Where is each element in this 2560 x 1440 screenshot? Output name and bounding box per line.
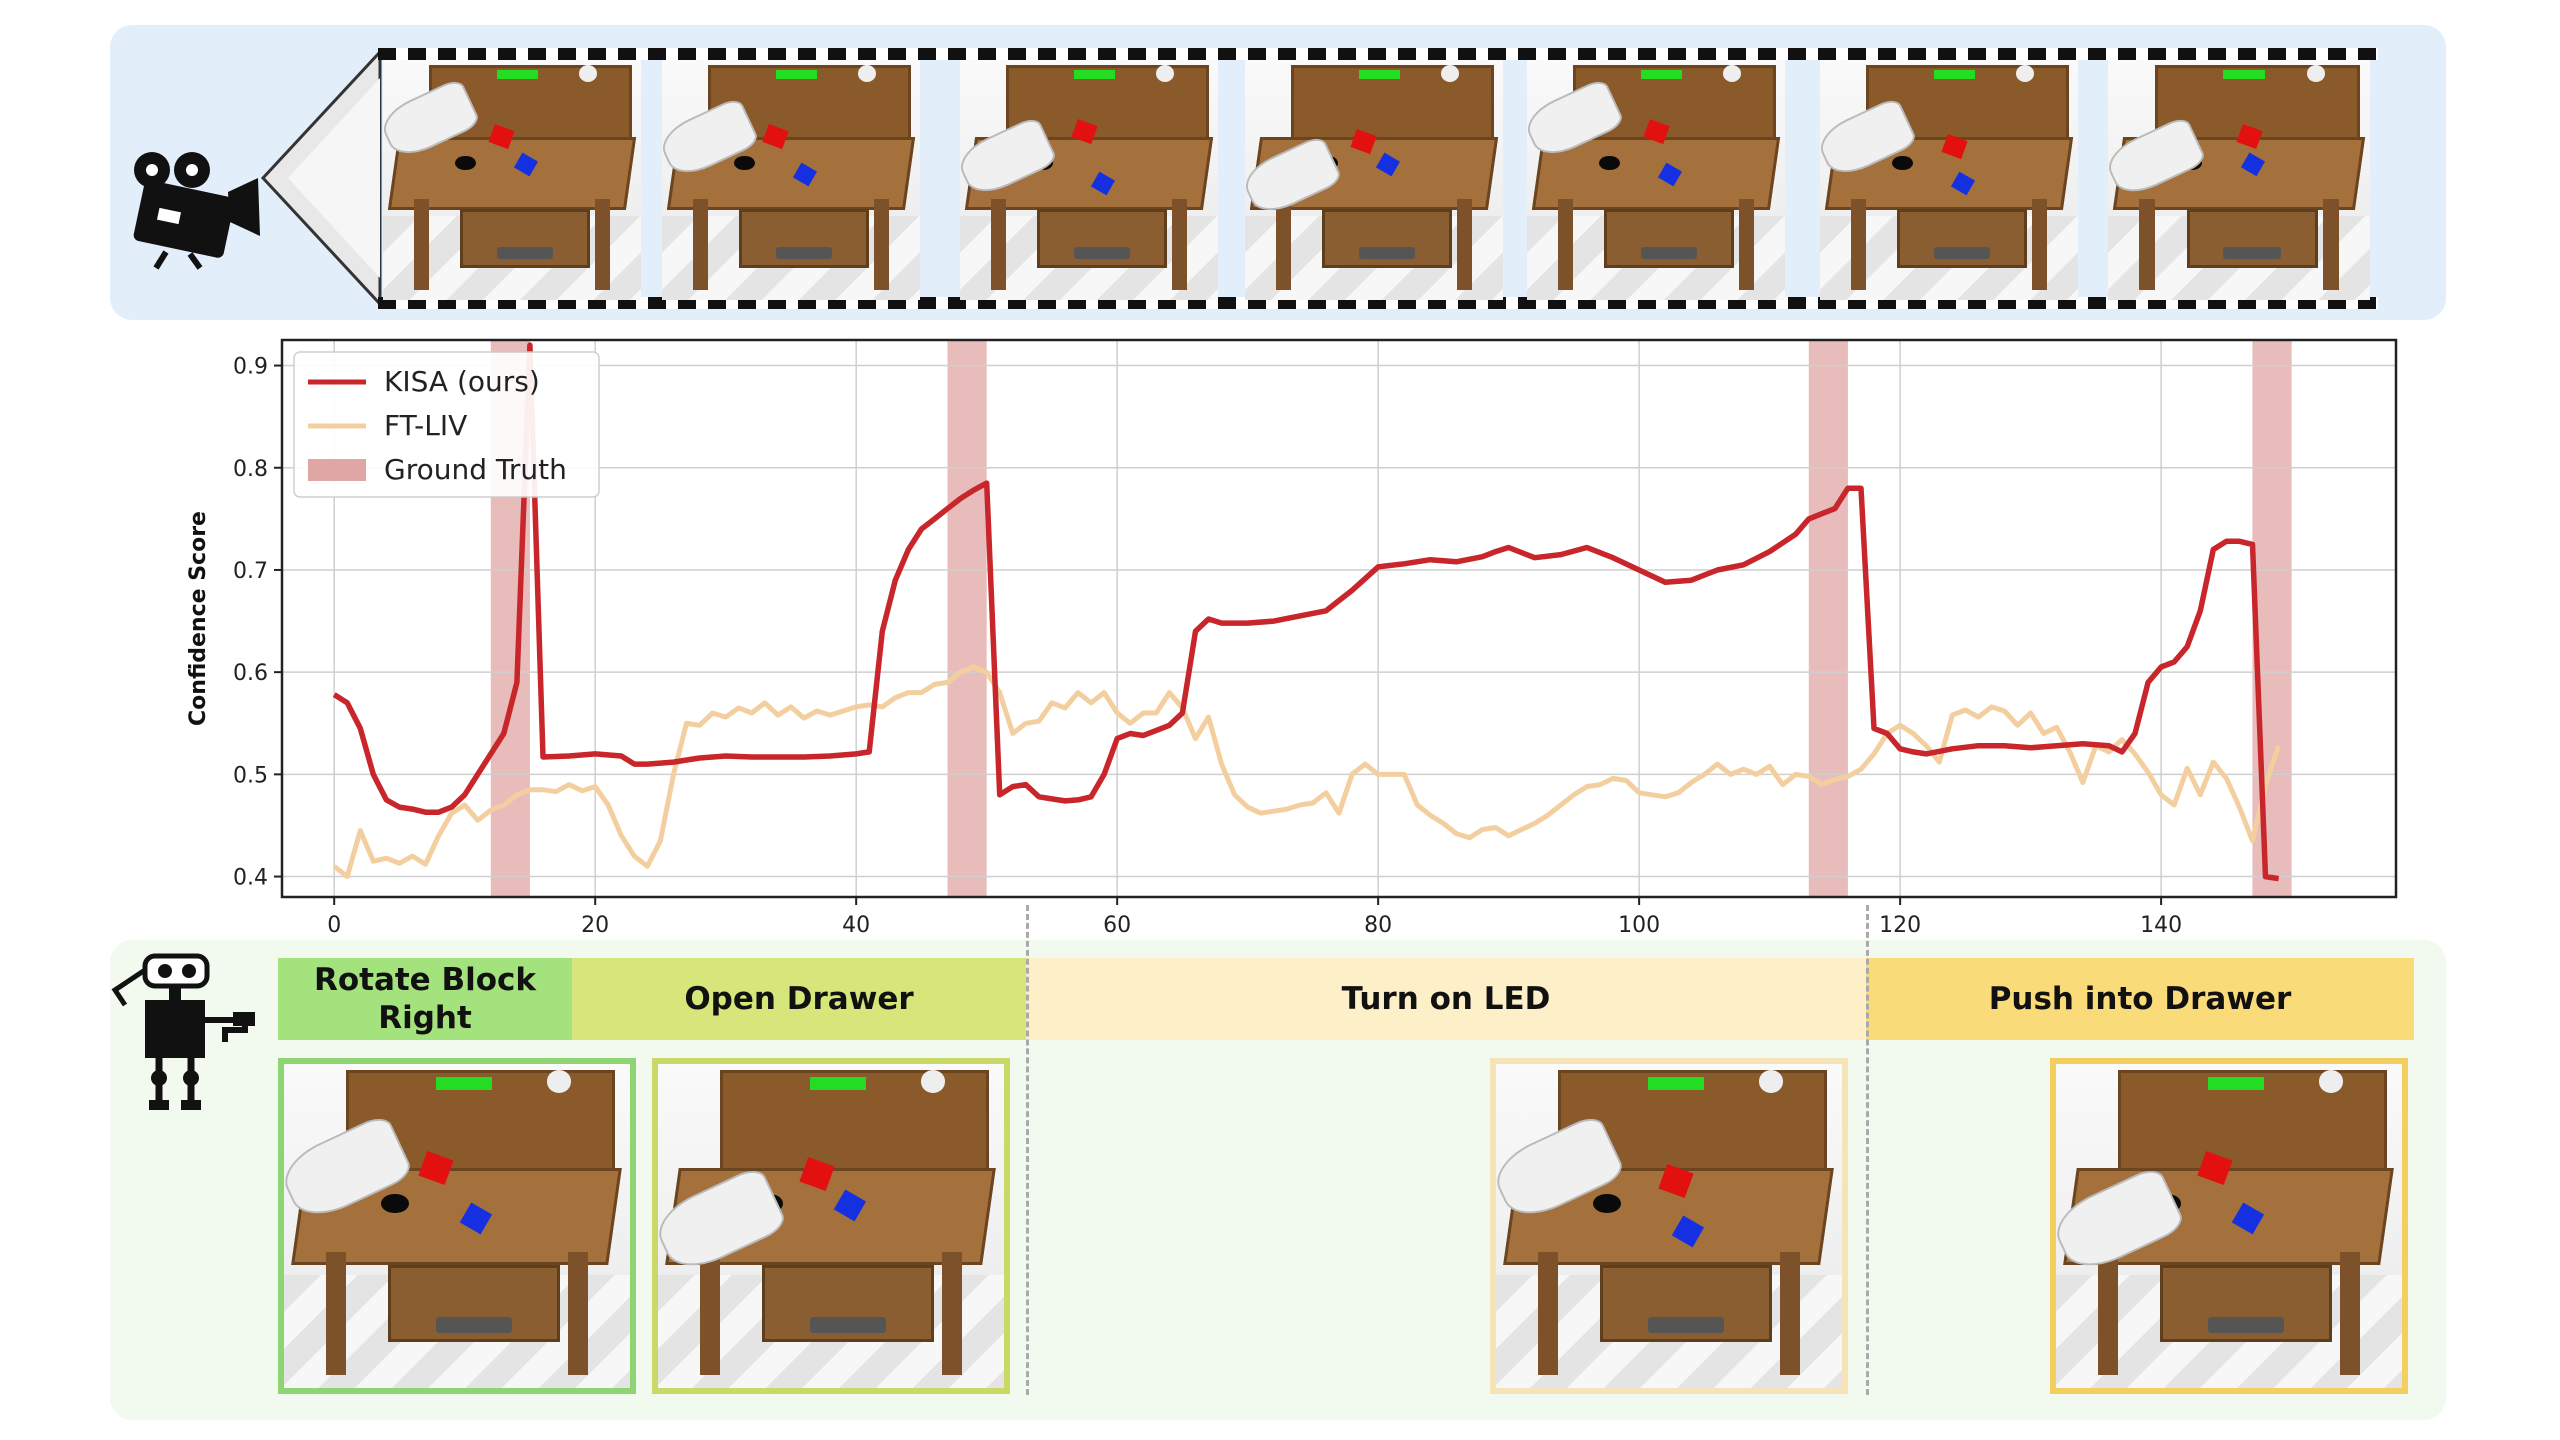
y-axis-label: Confidence Score bbox=[186, 511, 211, 726]
legend-label: FT-LIV bbox=[384, 409, 467, 442]
y-tick-label: 0.9 bbox=[233, 355, 268, 380]
film-frame bbox=[960, 60, 1218, 300]
video-camera-icon bbox=[118, 140, 268, 270]
film-frame bbox=[662, 60, 920, 300]
x-tick-label: 40 bbox=[842, 913, 870, 938]
x-tick-label: 0 bbox=[327, 913, 341, 938]
film-frame bbox=[1820, 60, 2078, 300]
x-tick-label: 20 bbox=[581, 913, 609, 938]
robot-icon bbox=[105, 950, 265, 1120]
legend-label: KISA (ours) bbox=[384, 365, 540, 398]
stage-thumbnail bbox=[1490, 1058, 1848, 1394]
x-tick-label: 100 bbox=[1618, 913, 1660, 938]
plot-frame bbox=[280, 338, 2398, 899]
series-line-kisa bbox=[332, 342, 2280, 882]
y-tick-label: 0.8 bbox=[233, 457, 268, 482]
film-frame bbox=[1527, 60, 1785, 300]
stage-band-rotate-block: Rotate Block Right bbox=[278, 958, 572, 1040]
stage-label: Push into Drawer bbox=[1988, 981, 2292, 1017]
legend-label: Ground Truth bbox=[384, 453, 567, 486]
stage-label: Open Drawer bbox=[684, 981, 914, 1017]
stage-divider bbox=[1026, 905, 1029, 1395]
stage-thumbnail bbox=[2050, 1058, 2408, 1394]
legend-box bbox=[293, 351, 600, 498]
film-frame bbox=[2108, 60, 2370, 300]
plot-area bbox=[282, 340, 2396, 897]
stage-band-turn-on-led: Turn on LED bbox=[1026, 958, 1866, 1040]
stage-divider bbox=[1866, 905, 1869, 1395]
x-tick-label: 140 bbox=[2140, 913, 2182, 938]
x-tick-label: 120 bbox=[1879, 913, 1921, 938]
ground-truth-span bbox=[1808, 340, 1848, 897]
film-strip-top-edge bbox=[378, 48, 2378, 60]
y-tick-label: 0.6 bbox=[233, 661, 268, 686]
legend-swatch bbox=[308, 459, 366, 481]
y-tick-label: 0.4 bbox=[233, 866, 268, 891]
y-tick-label: 0.5 bbox=[233, 763, 268, 788]
projector-cone bbox=[258, 48, 383, 308]
series-line-ft-liv bbox=[332, 664, 2281, 880]
film-strip-bottom-edge bbox=[378, 297, 2378, 309]
ground-truth-span bbox=[947, 340, 987, 897]
film-frame bbox=[383, 60, 641, 300]
x-tick-label: 80 bbox=[1364, 913, 1392, 938]
stage-label: Rotate Block bbox=[313, 962, 537, 998]
stage-label-line2: Right bbox=[378, 1000, 472, 1036]
stage-thumbnail bbox=[278, 1058, 636, 1394]
x-tick-label: 60 bbox=[1103, 913, 1131, 938]
y-tick-label: 0.7 bbox=[233, 559, 268, 584]
film-frame bbox=[1245, 60, 1503, 300]
line-chart: 0 20 40 60 80 100 120 140 0.4 0.5 0.6 0.7 0.8 0.9 Conf… bbox=[186, 338, 2398, 938]
stage-thumbnail bbox=[652, 1058, 1010, 1394]
stage-band-push-into-drawer: Push into Drawer bbox=[1866, 958, 2414, 1040]
stage-band-open-drawer: Open Drawer bbox=[572, 958, 1026, 1040]
stage-label: Turn on LED bbox=[1341, 981, 1551, 1017]
